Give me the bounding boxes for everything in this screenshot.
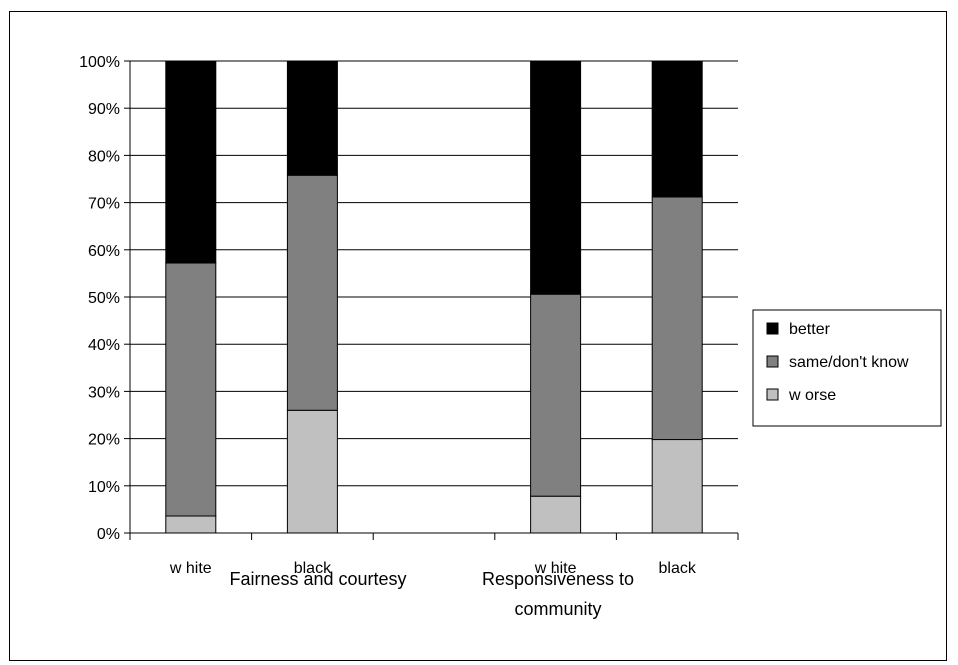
bar-segment: [530, 60, 582, 295]
bar-segment: [165, 60, 217, 264]
legend-swatch: [766, 322, 779, 335]
y-tick-label: 30%: [88, 384, 120, 401]
y-tick-label: 20%: [88, 432, 120, 449]
x-tick-label: black: [659, 560, 697, 577]
y-tick-label: 70%: [88, 196, 120, 213]
bar-segment: [651, 60, 703, 198]
y-tick-label: 50%: [88, 290, 120, 307]
bar-segment: [651, 439, 703, 534]
x-tick-label: w hite: [169, 560, 212, 577]
bar-segment: [286, 60, 338, 176]
axes: [124, 60, 739, 540]
legend-box: [752, 309, 942, 427]
group-labels: Fairness and courtesy Responsiveness to co…: [229, 569, 634, 619]
bars: [165, 60, 703, 534]
bar-segment: [165, 262, 217, 517]
y-tick-label: 40%: [88, 337, 120, 354]
group-label: Responsiveness to: [482, 569, 634, 589]
y-tick-label: 10%: [88, 479, 120, 496]
y-tick-label: 0%: [97, 526, 120, 543]
x-tick-label: black: [294, 560, 332, 577]
bar-segment: [651, 196, 703, 441]
bar-segment: [286, 409, 338, 534]
group-label: Fairness and courtesy: [229, 569, 406, 589]
bar-segment: [530, 293, 582, 497]
bar-segment: [286, 174, 338, 411]
legend-label: w orse: [788, 387, 836, 404]
legend-label: better: [789, 321, 831, 338]
x-tick-labels: w hite black w hite black: [169, 560, 697, 577]
y-tick-label: 90%: [88, 101, 120, 118]
legend-swatch: [766, 355, 779, 368]
bar-segment: [530, 495, 582, 534]
x-tick-label: w hite: [534, 560, 577, 577]
gridlines: [130, 60, 738, 487]
group-label: community: [514, 599, 601, 619]
y-tick-label: 60%: [88, 243, 120, 260]
bar-segment: [165, 515, 217, 534]
legend-swatch: [766, 388, 779, 401]
legend-label: same/don't know: [789, 354, 909, 371]
y-tick-labels: 0% 10% 20% 30% 40% 50% 60% 70% 80% 90% 100%: [79, 54, 120, 543]
y-tick-label: 80%: [88, 148, 120, 165]
y-tick-label: 100%: [79, 54, 120, 71]
legend: better same/don't know w orse: [752, 309, 942, 427]
